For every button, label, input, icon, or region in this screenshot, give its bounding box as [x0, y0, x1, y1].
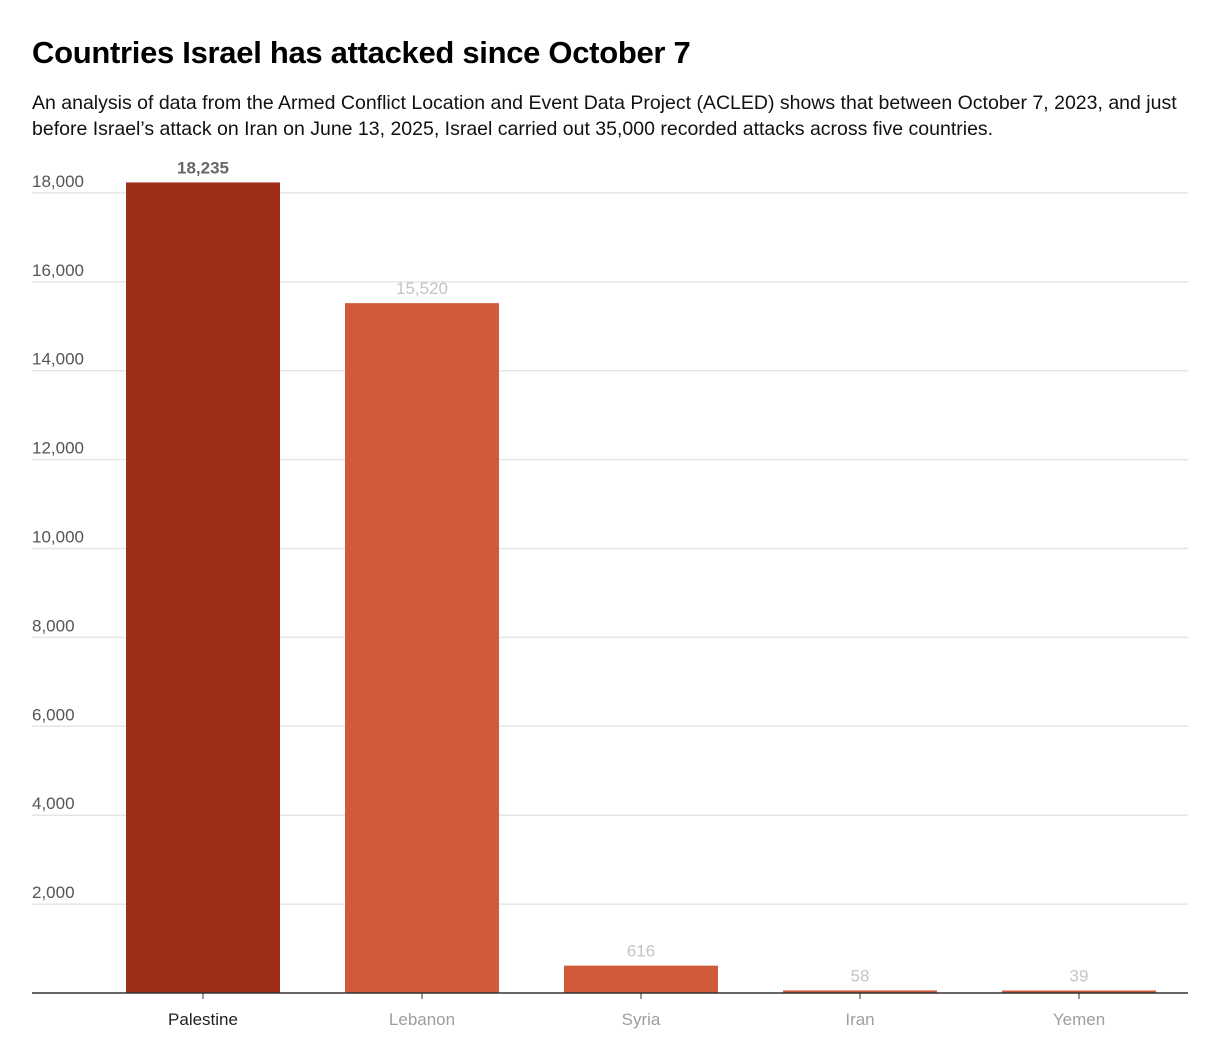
y-tick-label: 14,000	[32, 350, 84, 369]
chart-subtitle: An analysis of data from the Armed Confl…	[32, 92, 1177, 140]
y-axis-ticks: 2,000 4,000 6,000 8,000 10,000 12,000 14,000 16…	[32, 172, 84, 902]
category-label-palestine: Palestine	[168, 1010, 238, 1029]
category-label-yemen: Yemen	[1053, 1010, 1105, 1029]
y-tick-label: 10,000	[32, 528, 84, 547]
value-label-iran: 58	[851, 966, 870, 985]
bar-palestine	[126, 182, 280, 994]
bar-syria	[564, 965, 718, 993]
y-tick-label: 12,000	[32, 439, 84, 458]
x-axis	[32, 992, 1188, 999]
y-tick-label: 8,000	[32, 616, 75, 635]
category-label-iran: Iran	[845, 1010, 874, 1029]
y-tick-label: 16,000	[32, 261, 84, 280]
value-label-lebanon: 15,520	[396, 279, 448, 298]
value-labels: 18,235 15,520 616 58 39	[177, 158, 1088, 985]
y-tick-label: 4,000	[32, 794, 75, 813]
bar-iran	[783, 990, 937, 993]
category-label-lebanon: Lebanon	[389, 1010, 455, 1029]
bars	[126, 182, 1156, 994]
value-label-palestine: 18,235	[177, 158, 229, 177]
y-tick-label: 6,000	[32, 705, 75, 724]
category-labels: Palestine Lebanon Syria Iran Yemen	[168, 1010, 1105, 1029]
y-tick-label: 2,000	[32, 883, 75, 902]
value-label-yemen: 39	[1070, 967, 1089, 986]
bar-lebanon	[345, 303, 499, 993]
value-label-syria: 616	[627, 942, 655, 961]
chart-title: Countries Israel has attacked since Octo…	[32, 35, 691, 70]
bar-yemen	[1002, 990, 1156, 993]
y-tick-label: 18,000	[32, 172, 84, 191]
category-label-syria: Syria	[622, 1010, 661, 1029]
